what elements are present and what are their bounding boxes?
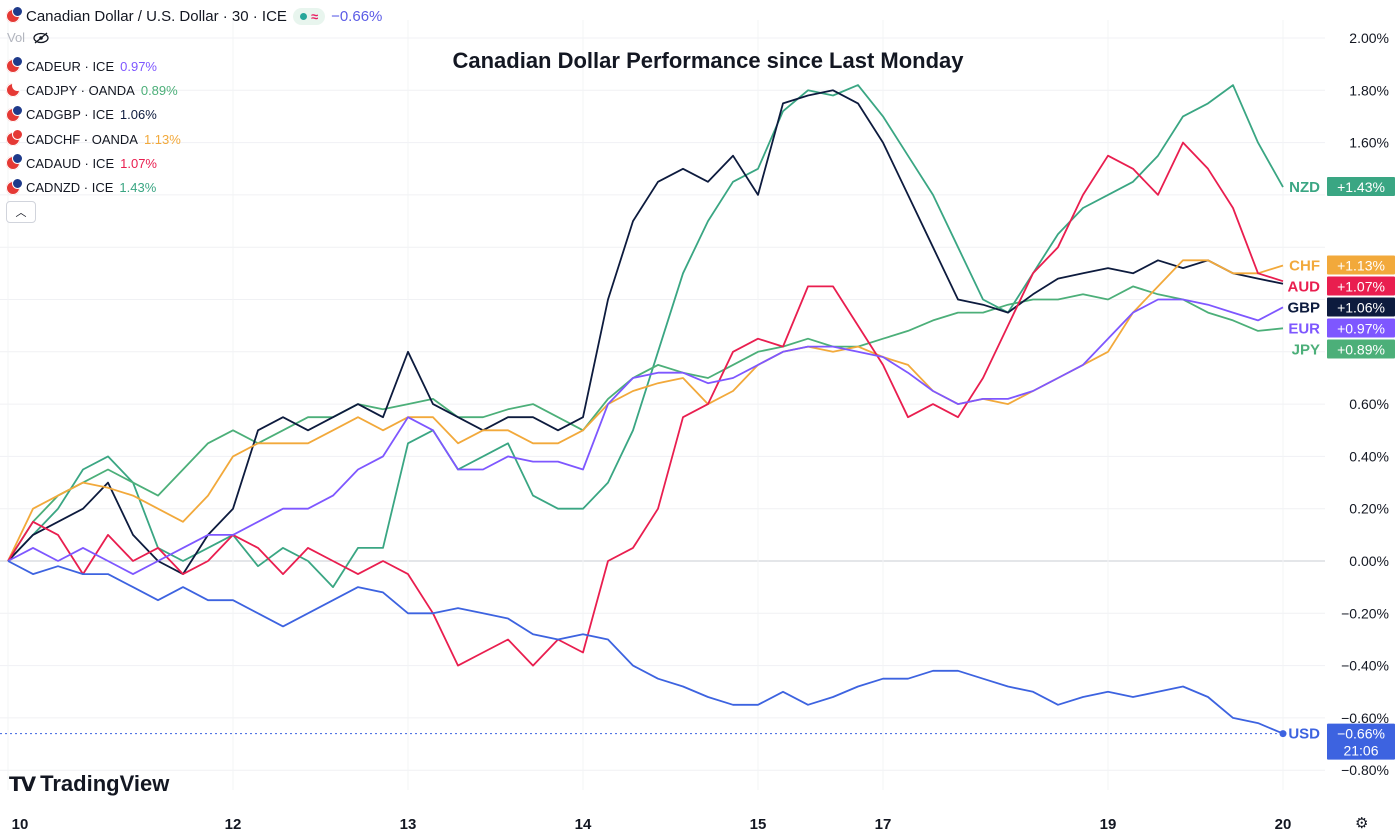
legend-symbol: CADJPY · OANDA (26, 82, 135, 98)
price-badge-eur (1327, 318, 1395, 338)
price-badge-gbp (1327, 297, 1395, 317)
series-line-aud[interactable] (7, 141, 1284, 667)
legend-value: 1.07% (120, 155, 157, 171)
legend-symbol: CADNZD · ICE (26, 180, 114, 196)
price-badge-value: +1.13% (1337, 258, 1385, 274)
price-badge-value: +1.43% (1337, 179, 1385, 195)
x-tick-label: 13 (400, 816, 417, 833)
tradingview-mark-icon: 𝗧𝗩 (9, 773, 36, 796)
y-tick-label: −0.20% (1341, 605, 1389, 621)
y-tick-label: 0.00% (1349, 553, 1389, 569)
x-tick-label: 15 (750, 816, 767, 833)
legend-symbol: CADGBP · ICE (26, 107, 114, 123)
collapse-legend-button[interactable]: ︿ (6, 201, 36, 223)
volume-label: Vol (7, 30, 26, 45)
x-tick-label: 17 (875, 816, 892, 833)
comparison-legend: CADEUR · ICE 0.97% CADJPY · OANDA 0.89% CADG… (6, 54, 181, 200)
chevron-up-icon: ︿ (15, 207, 27, 219)
usd-time-label: 21:06 (1343, 743, 1378, 759)
price-badge-chf (1327, 255, 1395, 275)
price-badge-value: +1.06% (1337, 300, 1385, 316)
y-tick-label: −0.60% (1341, 710, 1389, 726)
series-name-gbp: GBP (1287, 300, 1320, 317)
usd-last-point (1279, 730, 1287, 738)
y-tick-label: 0.20% (1349, 501, 1389, 517)
series-line-chf[interactable] (7, 259, 1284, 562)
x-tick-label: 19 (1100, 816, 1117, 833)
gear-icon[interactable]: ⚙ (1355, 815, 1369, 832)
series-name-aud: AUD (1288, 279, 1321, 296)
market-status-pill[interactable]: ≈ (292, 7, 326, 25)
series-line-jpy[interactable] (7, 285, 1284, 562)
price-badge-value: +0.97% (1337, 321, 1385, 337)
legend-value: 1.06% (119, 107, 157, 123)
y-tick-label: 1.80% (1349, 82, 1389, 98)
x-tick-label: 14 (575, 816, 592, 833)
series-line-nzd[interactable] (7, 84, 1284, 588)
header-change-value: −0.66% (331, 7, 383, 25)
price-badge-value: +0.89% (1337, 342, 1385, 358)
legend-symbol: CADEUR · ICE (26, 58, 115, 74)
legend-item[interactable]: CADJPY · OANDA 0.89% (6, 78, 181, 102)
y-tick-label: 0.40% (1349, 448, 1389, 464)
cad-usd-flag-icon (6, 6, 23, 23)
series-line-eur[interactable] (7, 298, 1284, 575)
approx-icon: ≈ (310, 8, 319, 24)
y-tick-label: −0.80% (1341, 762, 1389, 778)
series-name-chf: CHF (1289, 258, 1320, 275)
y-tick-label: 0.60% (1349, 396, 1389, 412)
symbol-title[interactable]: Canadian Dollar / U.S. Dollar · 30 · ICE (26, 7, 287, 25)
legend-symbol: CADCHF · OANDA (26, 131, 138, 147)
chart-title: Canadian Dollar Performance since Last M… (452, 48, 964, 73)
legend-value: 1.43% (119, 180, 157, 196)
logo-text: TradingView (40, 771, 170, 796)
price-badge-nzd (1327, 177, 1395, 197)
eye-off-icon[interactable] (33, 32, 49, 44)
volume-row: Vol (7, 30, 49, 45)
legend-item[interactable]: CADEUR · ICE 0.97% (6, 54, 181, 78)
price-badge-aud (1327, 276, 1395, 296)
tradingview-logo[interactable]: 𝗧𝗩 TradingView (9, 771, 169, 797)
series-name-nzd: NZD (1289, 179, 1320, 196)
legend-value: 1.13% (143, 131, 181, 147)
y-tick-label: −0.40% (1341, 658, 1389, 674)
legend-value: 0.89% (140, 82, 178, 98)
price-badge-usd (1327, 723, 1395, 760)
legend-item[interactable]: CADGBP · ICE 1.06% (6, 103, 181, 127)
series-name-eur: EUR (1288, 321, 1320, 338)
symbol-header: Canadian Dollar / U.S. Dollar · 30 · ICE… (6, 5, 382, 27)
x-tick-label: 10 (12, 816, 29, 833)
currency-flag-icon (6, 129, 23, 147)
currency-flag-icon (6, 104, 23, 122)
series-line-usd[interactable] (7, 560, 1284, 735)
series-name-jpy: JPY (1292, 342, 1320, 359)
currency-flag-icon (6, 177, 23, 195)
series-name-usd: USD (1288, 726, 1320, 743)
legend-item[interactable]: CADCHF · OANDA 1.13% (6, 127, 181, 151)
series-line-gbp[interactable] (7, 89, 1284, 575)
x-tick-label: 12 (225, 816, 242, 833)
market-open-dot-icon (299, 12, 307, 20)
y-tick-label: 2.00% (1349, 30, 1389, 46)
price-badge-value: −0.66% (1337, 726, 1385, 742)
y-tick-label: 1.60% (1349, 135, 1389, 151)
x-tick-label: 20 (1275, 816, 1292, 833)
legend-symbol: CADAUD · ICE (26, 155, 115, 171)
legend-item[interactable]: CADAUD · ICE 1.07% (6, 151, 181, 175)
currency-flag-icon (6, 153, 23, 171)
legend-value: 0.97% (120, 58, 157, 74)
currency-flag-icon (6, 80, 23, 98)
price-badge-value: +1.07% (1337, 279, 1385, 295)
currency-flag-icon (6, 56, 23, 74)
price-badge-jpy (1327, 339, 1395, 359)
legend-item[interactable]: CADNZD · ICE 1.43% (6, 175, 181, 199)
